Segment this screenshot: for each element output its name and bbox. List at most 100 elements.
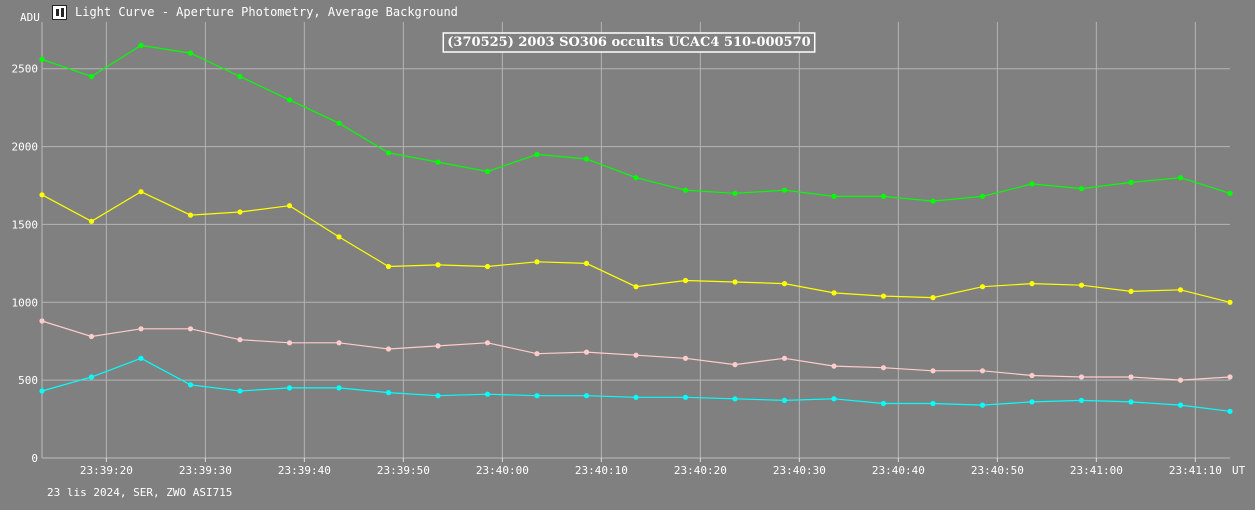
data-point — [534, 351, 540, 357]
data-point — [633, 284, 639, 290]
data-point — [1029, 372, 1035, 379]
data-point — [979, 193, 986, 199]
data-point — [286, 340, 293, 346]
data-point — [88, 374, 95, 380]
data-point — [583, 393, 590, 399]
data-point — [1227, 299, 1233, 305]
x-tick-label: 23:39:50 — [377, 464, 430, 477]
data-point — [484, 263, 491, 270]
data-point — [1128, 179, 1134, 185]
data-point — [1128, 399, 1134, 405]
data-point — [534, 393, 540, 399]
series-3 — [39, 355, 1233, 414]
data-point — [781, 355, 788, 361]
data-point — [39, 318, 45, 324]
data-point — [484, 391, 491, 397]
x-tick-label: 23:40:50 — [971, 464, 1024, 477]
chart-axes: 0 500 1000 1500 2000 2500 23:39:20 23:39:30 23:3… — [12, 11, 1246, 477]
series-0 — [39, 42, 1233, 204]
data-point — [831, 193, 837, 199]
x-axis-label: UT — [1232, 464, 1246, 477]
data-point — [534, 151, 540, 157]
data-point — [88, 333, 95, 340]
chart-title-group: (370525) 2003 SO306 occults UCAC4 510-00… — [442, 32, 816, 53]
data-point — [138, 42, 144, 49]
data-point — [1227, 374, 1233, 380]
data-point — [930, 368, 936, 374]
data-point — [534, 259, 540, 265]
data-point — [336, 234, 342, 240]
data-point — [138, 355, 144, 361]
chart-series-group — [39, 42, 1233, 414]
y-tick-label: 1000 — [12, 296, 39, 309]
data-point — [1078, 374, 1085, 380]
series-2 — [39, 318, 1233, 383]
data-point — [187, 212, 194, 218]
data-point — [979, 284, 986, 290]
data-point — [732, 396, 738, 402]
data-point — [237, 388, 243, 394]
data-point — [336, 120, 342, 126]
data-point — [1177, 287, 1184, 293]
data-point — [979, 402, 986, 408]
footer-info: 23 lis 2024, SER, ZWO ASI715 — [47, 486, 233, 499]
data-point — [484, 340, 491, 346]
data-point — [1177, 402, 1184, 408]
data-point — [633, 175, 639, 181]
data-point — [385, 150, 392, 156]
data-point — [633, 352, 639, 358]
data-point — [781, 281, 788, 287]
data-point — [138, 189, 144, 195]
y-axis-label: ADU — [20, 11, 40, 24]
x-tick-label: 23:40:10 — [575, 464, 628, 477]
data-point — [682, 277, 689, 284]
data-point — [39, 56, 45, 63]
data-point — [682, 394, 689, 400]
x-tick-label: 23:40:20 — [674, 464, 727, 477]
data-point — [435, 343, 441, 349]
window-title: Light Curve - Aperture Photometry, Avera… — [75, 5, 458, 19]
series-line-2 — [41, 320, 1231, 381]
x-tick-label: 23:39:40 — [278, 464, 331, 477]
data-point — [484, 168, 491, 175]
data-point — [88, 73, 95, 80]
data-point — [1029, 399, 1035, 405]
data-point — [1078, 186, 1085, 192]
data-point — [1227, 190, 1233, 196]
data-point — [583, 260, 590, 266]
data-point — [682, 355, 689, 361]
data-point — [682, 187, 689, 193]
chart-grid — [42, 22, 1230, 459]
data-point — [979, 368, 986, 374]
x-tick-label: 23:40:30 — [773, 464, 826, 477]
data-point — [1029, 281, 1035, 287]
data-point — [732, 279, 738, 285]
data-point — [187, 50, 194, 56]
data-point — [880, 193, 887, 199]
data-point — [1128, 374, 1134, 380]
light-curve-icon — [52, 4, 67, 20]
series-line-3 — [41, 357, 1231, 412]
x-tick-label: 23:40:00 — [476, 464, 529, 477]
y-tick-label: 500 — [18, 374, 38, 387]
data-point — [237, 337, 243, 343]
data-point — [385, 263, 392, 270]
data-point — [1078, 282, 1085, 288]
x-tick-label: 23:41:00 — [1070, 464, 1123, 477]
data-point — [435, 393, 441, 399]
y-tick-label: 2000 — [12, 141, 39, 154]
data-point — [39, 192, 45, 198]
data-point — [1227, 408, 1233, 414]
data-point — [930, 295, 936, 301]
data-point — [237, 209, 243, 215]
data-point — [187, 326, 194, 332]
data-point — [286, 97, 293, 103]
data-point — [633, 394, 639, 400]
chart-title: (370525) 2003 SO306 occults UCAC4 510-00… — [447, 35, 810, 50]
data-point — [880, 293, 887, 299]
data-point — [1078, 397, 1085, 403]
data-point — [39, 388, 45, 394]
y-tick-label: 0 — [31, 452, 38, 465]
data-point — [1177, 175, 1184, 181]
